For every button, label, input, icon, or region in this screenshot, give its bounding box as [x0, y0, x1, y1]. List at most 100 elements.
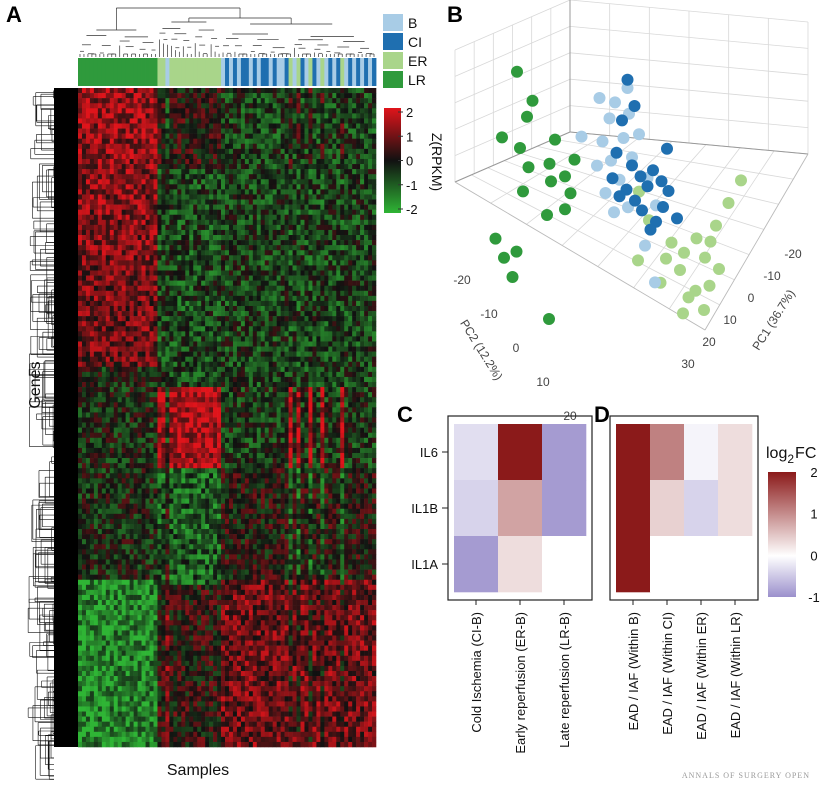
heatmap-cell: [209, 346, 214, 352]
heatmap-cell: [153, 361, 158, 368]
heatmap-cell: [157, 427, 162, 434]
heatmap-cell: [145, 534, 150, 540]
heatmap-cell: [125, 341, 130, 347]
heatmap-cell: [141, 665, 146, 672]
heatmap-cell: [93, 539, 99, 545]
heatmap-cell: [201, 255, 206, 261]
heatmap-cell: [101, 376, 107, 383]
heatmap-cell: [189, 711, 194, 717]
heatmap-cell: [185, 351, 190, 357]
annotation-cell-lr: [125, 58, 131, 86]
heatmap-cell: [149, 483, 154, 489]
heatmap-cell: [78, 113, 83, 119]
heatmap-cell: [169, 716, 174, 722]
heatmap-cell: [189, 681, 194, 687]
heatmap-cell: [173, 473, 178, 479]
heatmap-cell: [213, 123, 218, 129]
heatmap-cell: [209, 371, 214, 378]
heatmap-cell: [153, 214, 158, 221]
heatmap-cell: [89, 316, 95, 322]
heatmap-cell: [93, 98, 99, 104]
heatmap-cell: [125, 361, 130, 368]
heatmap-cell: [78, 387, 83, 393]
heatmap-cell: [129, 422, 134, 428]
heatmap-cell: [97, 483, 103, 489]
heatmap-cell: [85, 640, 91, 646]
heatmap-cell: [125, 645, 130, 651]
heatmap-cell: [85, 660, 91, 667]
heatmap-cell: [101, 493, 107, 499]
heatmap-cell: [105, 630, 111, 636]
heatmap-cell: [141, 422, 146, 428]
heatmap-cell: [113, 589, 119, 596]
heatmap-cell: [81, 265, 87, 271]
heatmap-cell: [157, 437, 162, 444]
dendrogram-branch: [29, 642, 54, 657]
heatmap-cell: [153, 275, 158, 281]
heatmap-cell: [93, 224, 99, 231]
heatmap-cell: [78, 488, 83, 494]
heatmap-cell: [217, 265, 222, 271]
heatmap-cell: [101, 407, 107, 413]
heatmap-cell: [213, 407, 218, 413]
heatmap-cell: [78, 635, 83, 641]
heatmap-cell: [213, 549, 218, 555]
heatmap-cell: [181, 143, 186, 150]
heatmap-cell: [109, 676, 115, 682]
heatmap-cell: [125, 630, 130, 636]
heatmap-cell: [145, 442, 150, 449]
heatmap-cell: [161, 620, 166, 626]
heatmap-cell: [101, 174, 107, 180]
heatmap-cell: [161, 539, 166, 545]
heatmap-cell: [121, 407, 126, 413]
heatmap-cell: [133, 214, 138, 221]
heatmap-cell: [93, 103, 99, 109]
heatmap-cell: [141, 529, 146, 535]
heatmap-cell: [109, 615, 115, 621]
heatmap-cell: [133, 670, 138, 677]
heatmap-cell: [149, 290, 154, 297]
heatmap-cell: [101, 204, 107, 210]
heatmap-cell: [213, 681, 218, 687]
heatmap-cell: [93, 148, 99, 155]
heatmap-cell: [121, 620, 126, 626]
heatmap-cell: [213, 305, 218, 312]
heatmap-cell: [101, 534, 107, 540]
heatmap-cell: [189, 534, 194, 540]
heatmap-cell: [181, 108, 186, 114]
heatmap-cell: [105, 392, 111, 398]
heatmap-cell: [161, 219, 166, 226]
heatmap-cell: [185, 701, 190, 707]
heatmap-cell: [121, 209, 126, 216]
heatmap-cell: [197, 660, 202, 667]
heatmap-cell: [189, 468, 194, 474]
heatmap-cell: [117, 103, 122, 109]
heatmap-cell: [121, 184, 126, 190]
heatmap-cell: [165, 417, 170, 423]
heatmap-cell: [153, 529, 158, 535]
heatmap-cell: [157, 382, 162, 388]
heatmap-cell: [153, 204, 158, 210]
heatmap-cell: [105, 660, 111, 667]
heatmap-cell: [209, 655, 214, 662]
heatmap-cell: [133, 696, 138, 702]
heatmap-cell: [149, 133, 154, 139]
heatmap-cell: [113, 331, 119, 337]
heatmap-cell: [89, 711, 95, 717]
heatmap-cell: [213, 447, 218, 454]
heatmap-cell: [97, 204, 103, 210]
heatmap-cell: [78, 204, 83, 210]
heatmap-cell: [145, 452, 150, 459]
annotation-cell-b: [368, 58, 373, 86]
heatmap-cell: [105, 164, 111, 170]
heatmap-cell: [145, 584, 150, 591]
heatmap-cell: [173, 458, 178, 464]
heatmap-cell: [189, 508, 194, 515]
heatmap-cell: [145, 361, 150, 368]
heatmap-cell: [213, 199, 218, 205]
dendrogram-branch: [46, 223, 54, 243]
heatmap-cell: [129, 518, 134, 525]
heatmap-cell: [105, 605, 111, 611]
heatmap-cell: [197, 245, 202, 251]
heatmap-cell: [93, 341, 99, 347]
